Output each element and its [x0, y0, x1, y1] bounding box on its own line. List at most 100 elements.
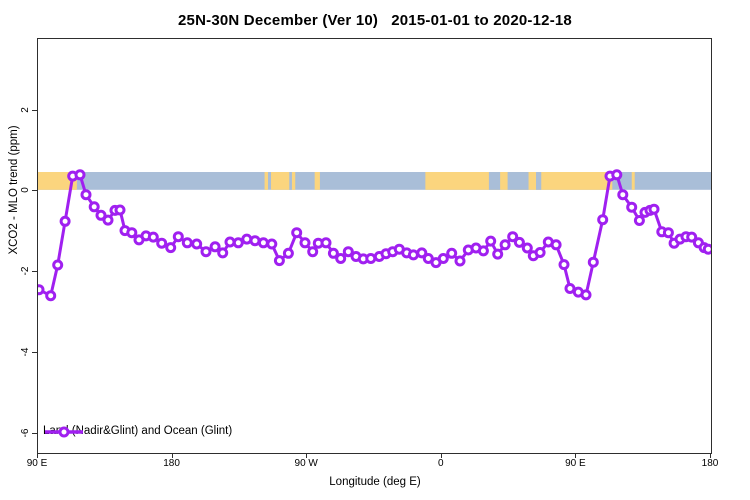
x-tick-mark	[575, 453, 577, 458]
data-point-marker	[342, 246, 354, 258]
map-strip-land-segment	[264, 172, 269, 190]
data-point-marker	[217, 247, 229, 259]
map-strip-land-segment	[38, 172, 77, 190]
data-point-marker	[416, 247, 428, 259]
y-tick-mark	[32, 352, 37, 354]
data-point-marker	[648, 203, 660, 215]
data-point-marker	[513, 236, 525, 248]
x-tick-mark	[710, 453, 711, 458]
map-strip-ocean-cutout	[289, 172, 292, 190]
data-point-marker	[499, 239, 511, 251]
data-point-marker	[626, 201, 638, 213]
data-point-marker	[611, 169, 623, 181]
x-tick-label: 90 W	[294, 458, 318, 469]
y-tick-mark	[32, 190, 37, 192]
y-tick-label: 2	[20, 106, 31, 113]
data-point-marker	[200, 246, 212, 258]
data-point-marker	[102, 214, 114, 226]
data-point-marker	[477, 245, 489, 257]
data-point-marker	[327, 247, 339, 259]
data-point-marker	[446, 247, 458, 259]
plot-area: Land (Nadir&Glint) and Ocean (Glint)	[37, 38, 712, 454]
data-point-marker	[320, 237, 332, 249]
data-point-marker	[454, 255, 466, 267]
data-point-marker	[165, 242, 177, 254]
y-tick-mark	[32, 271, 37, 273]
y-tick-mark	[32, 432, 37, 434]
map-strip-ocean-cutout	[507, 172, 529, 190]
data-point-marker	[191, 238, 203, 250]
data-point-marker	[266, 238, 278, 250]
data-point-marker	[587, 256, 599, 268]
x-tick-label: 90 E	[26, 458, 48, 469]
data-point-marker	[257, 237, 269, 249]
map-strip-ocean-cutout	[488, 172, 501, 190]
data-point-marker	[74, 169, 86, 181]
data-point-marker	[282, 247, 294, 259]
data-point-marker	[335, 253, 347, 264]
data-point-marker	[365, 253, 377, 264]
data-point-marker	[437, 253, 449, 264]
chart-title: 25N-30N December (Ver 10) 2015-01-01 to …	[178, 12, 572, 29]
data-point-marker	[209, 241, 221, 253]
data-point-marker	[686, 231, 698, 243]
legend-label: Land (Nadir&Glint) and Ocean (Glint)	[43, 425, 233, 437]
data-point-marker	[126, 227, 138, 239]
data-point-marker	[507, 231, 519, 243]
data-point-marker	[558, 259, 570, 271]
data-point-marker	[45, 290, 57, 302]
data-point-marker	[80, 189, 92, 201]
x-tick-label: 90 E	[565, 458, 586, 469]
data-point-marker	[88, 201, 100, 213]
x-tick-mark	[306, 453, 308, 458]
map-strip-land-segment	[631, 172, 635, 190]
data-point-marker	[59, 215, 71, 227]
data-point-marker	[273, 255, 285, 267]
data-point-marker	[407, 249, 419, 261]
data-point-marker	[633, 215, 645, 226]
y-tick-mark	[32, 109, 37, 111]
x-tick-mark	[171, 453, 173, 458]
data-point-marker	[521, 242, 533, 254]
x-tick-label: 180	[701, 458, 719, 469]
data-point-marker	[147, 231, 159, 243]
data-point-marker	[249, 235, 261, 247]
x-tick-mark	[440, 453, 442, 458]
data-point-marker	[232, 237, 244, 249]
data-point-marker	[241, 233, 253, 245]
data-point-marker	[662, 227, 674, 239]
x-tick-label: 180	[163, 458, 180, 469]
data-point-marker	[224, 236, 236, 248]
data-point-marker	[299, 237, 311, 249]
map-strip-ocean-cutout	[536, 172, 542, 190]
legend-marker-icon	[45, 426, 83, 438]
y-tick-label: 0	[20, 187, 31, 194]
y-tick-label: -4	[20, 347, 31, 357]
data-point-marker	[422, 253, 434, 264]
data-point-marker	[580, 289, 592, 301]
data-point-marker	[38, 284, 45, 296]
map-strip-land-segment	[314, 172, 320, 190]
x-tick-mark	[37, 453, 38, 458]
data-point-marker	[492, 248, 504, 260]
data-point-marker	[291, 227, 303, 239]
data-point-marker	[156, 237, 168, 249]
data-point-marker	[534, 247, 546, 258]
data-point-marker	[172, 231, 184, 243]
data-point-marker	[550, 239, 562, 251]
data-point-marker	[702, 243, 711, 255]
y-tick-label: -6	[20, 428, 31, 438]
x-axis-title: Longitude (deg E)	[329, 476, 421, 488]
chart-canvas	[38, 169, 711, 302]
data-point-marker	[52, 259, 64, 271]
data-point-marker	[307, 246, 319, 258]
data-point-marker	[95, 209, 107, 221]
map-strip-land-segment	[271, 172, 296, 190]
x-tick-label: 0	[438, 458, 444, 469]
data-point-marker	[181, 237, 193, 249]
y-tick-label: -2	[20, 266, 31, 276]
data-point-marker	[564, 283, 576, 294]
legend: Land (Nadir&Glint) and Ocean (Glint)	[43, 425, 233, 438]
data-point-marker	[485, 235, 497, 247]
data-point-marker	[597, 214, 609, 226]
